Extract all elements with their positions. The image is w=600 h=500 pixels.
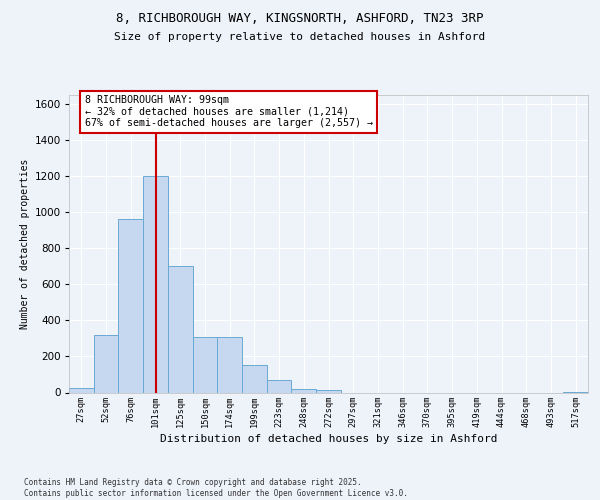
Y-axis label: Number of detached properties: Number of detached properties bbox=[20, 158, 30, 329]
Bar bbox=[267, 380, 292, 392]
Bar bbox=[118, 220, 143, 392]
Bar bbox=[242, 366, 267, 392]
X-axis label: Distribution of detached houses by size in Ashford: Distribution of detached houses by size … bbox=[160, 434, 497, 444]
Bar bbox=[94, 335, 118, 392]
Text: 8, RICHBOROUGH WAY, KINGSNORTH, ASHFORD, TN23 3RP: 8, RICHBOROUGH WAY, KINGSNORTH, ASHFORD,… bbox=[116, 12, 484, 26]
Bar bbox=[69, 388, 94, 392]
Bar bbox=[143, 176, 168, 392]
Bar bbox=[193, 336, 217, 392]
Text: 8 RICHBOROUGH WAY: 99sqm
← 32% of detached houses are smaller (1,214)
67% of sem: 8 RICHBOROUGH WAY: 99sqm ← 32% of detach… bbox=[85, 95, 373, 128]
Bar bbox=[217, 336, 242, 392]
Text: Contains HM Land Registry data © Crown copyright and database right 2025.
Contai: Contains HM Land Registry data © Crown c… bbox=[24, 478, 408, 498]
Bar bbox=[292, 389, 316, 392]
Bar bbox=[316, 390, 341, 392]
Bar bbox=[168, 266, 193, 392]
Text: Size of property relative to detached houses in Ashford: Size of property relative to detached ho… bbox=[115, 32, 485, 42]
